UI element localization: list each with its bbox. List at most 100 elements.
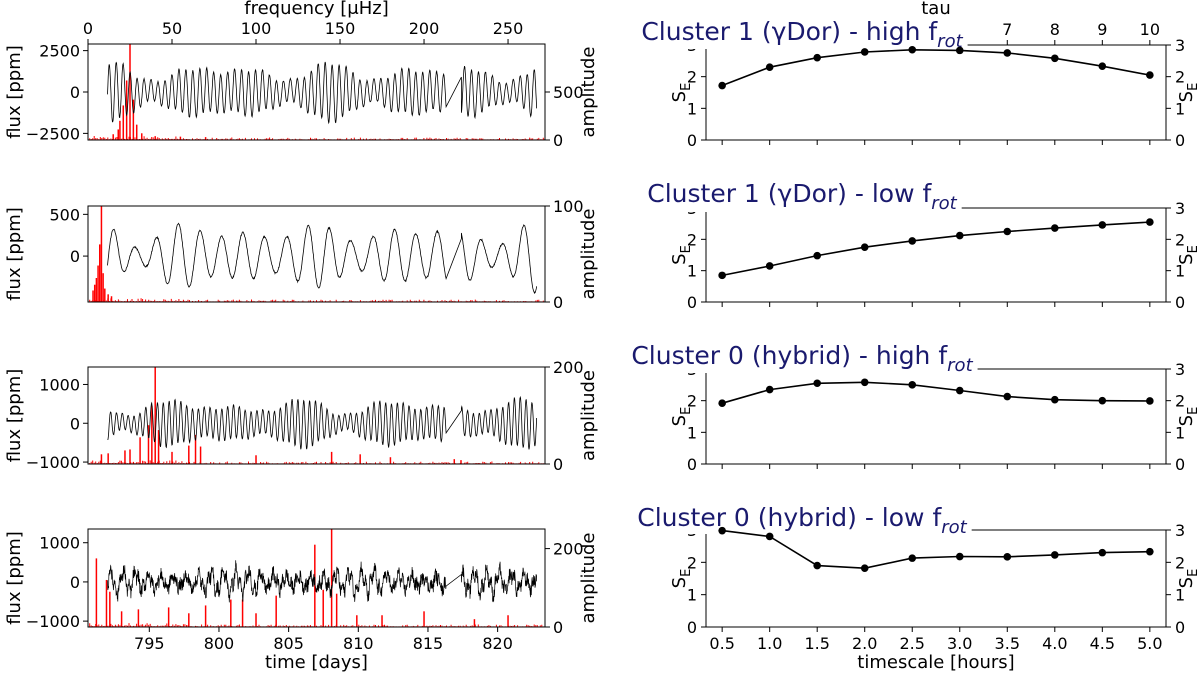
panel-frame — [87, 366, 546, 465]
entropy-tick-label-right: 2 — [1175, 553, 1185, 572]
timescale-tick-label: 2.0 — [852, 634, 877, 653]
entropy-label-sub: E — [1186, 569, 1200, 577]
entropy-point-5 — [955, 231, 964, 240]
time-tick-label: 805 — [273, 634, 304, 653]
entropy-point-9 — [1146, 218, 1154, 226]
flux-tick-label: 0 — [70, 83, 80, 102]
entropy-point-0 — [718, 271, 726, 280]
flux-tick-label: 0 — [70, 247, 80, 266]
entropy-tick-label-left: 2 — [687, 230, 697, 249]
entropy-point-5 — [955, 46, 964, 55]
entropy-tick-label-left: 1 — [687, 423, 697, 442]
panel-title: Cluster 0 (hybrid) - low frot — [633, 503, 972, 538]
entropy-point-8 — [1098, 396, 1107, 405]
entropy-point-9 — [1146, 547, 1154, 556]
entropy-tick-label-right: 3 — [1175, 36, 1185, 55]
timescale-axis-label: timescale [hours] — [857, 652, 1014, 673]
entropy-label-sub: E — [679, 569, 694, 577]
entropy-point-3 — [860, 48, 869, 56]
time-tick-label: 810 — [343, 634, 374, 653]
panel-frame — [705, 44, 1167, 141]
amplitude-tick-label: 100 — [553, 197, 584, 216]
panel-title-main: Cluster 1 (γDor) - high f — [641, 17, 938, 46]
amplitude-tick-label: 0 — [553, 618, 563, 637]
timescale-tick-label: 1.5 — [804, 634, 829, 653]
entropy-label-main: S — [669, 253, 690, 264]
plot-area — [89, 367, 545, 464]
entropy-point-5 — [955, 386, 964, 395]
entropy-point-2 — [813, 561, 821, 570]
entropy-tick-label-right: 1 — [1175, 586, 1185, 605]
entropy-point-0 — [718, 526, 726, 535]
flux-axis-label: flux [ppm] — [4, 531, 25, 625]
entropy-tick-label-right: 0 — [1175, 618, 1185, 637]
amplitude-axis-label: amplitude — [578, 209, 599, 300]
frequency-tick-label: 100 — [241, 19, 272, 38]
entropy-axis-label-right: SE — [1176, 83, 1200, 103]
timescale-tick-label: 2.5 — [900, 634, 925, 653]
entropy-panel-3: 00112233SESECluster 0 (hybrid) - high fr… — [627, 341, 1200, 474]
entropy-label-sub: E — [679, 407, 694, 415]
entropy-label-sub: E — [679, 245, 694, 253]
frequency-axis-label: frequency [μHz] — [244, 0, 388, 19]
entropy-point-1 — [765, 63, 774, 71]
entropy-series-line — [721, 48, 1150, 87]
entropy-axis-label-left: SE — [669, 83, 694, 103]
entropy-point-2 — [813, 53, 821, 62]
periodogram-noise — [89, 136, 545, 140]
entropy-point-9 — [1146, 397, 1154, 405]
flux-tick-label: 0 — [70, 414, 80, 433]
entropy-point-0 — [718, 399, 726, 408]
light-curve-panel-3: 1000 0 −1000 200 0 flux [ppm] amplitude — [4, 358, 599, 474]
entropy-label-main: S — [669, 577, 690, 588]
entropy-point-6 — [1003, 227, 1012, 236]
flux-tick-label: −1000 — [26, 453, 80, 472]
entropy-point-7 — [1051, 395, 1059, 404]
entropy-panel-4: 00112233SESECluster 0 (hybrid) - low fro… — [633, 503, 1200, 673]
plot-area — [89, 206, 545, 302]
entropy-series-line — [722, 221, 1150, 277]
tau-tick-label: 10 — [1140, 20, 1160, 39]
entropy-tick-label-right: 3 — [1175, 521, 1185, 540]
entropy-tick-label-right: 2 — [1175, 392, 1185, 411]
panel-title-text: Cluster 1 (γDor) - low frot — [647, 179, 957, 214]
panel-frame — [705, 368, 1167, 465]
light-curve-line — [107, 560, 537, 603]
entropy-point-2 — [813, 379, 821, 388]
panel-title-sub: rot — [931, 193, 957, 214]
entropy-point-2 — [813, 251, 821, 260]
entropy-label-sub: E — [1186, 83, 1200, 91]
plot-area — [89, 44, 545, 140]
light-curve-line — [107, 395, 537, 450]
panel-frame — [705, 207, 1167, 303]
entropy-point-7 — [1051, 551, 1059, 559]
entropy-label-main: S — [669, 415, 690, 426]
amplitude-tick-label: 0 — [553, 455, 563, 474]
panel-frame — [87, 528, 546, 628]
light-curve-panel-4: 1000 0 −1000 200 0 flux [ppm] amplitude 795 800 8… — [4, 528, 599, 673]
entropy-axis-label-right: SE — [1176, 569, 1200, 589]
timescale-tick-label: 3.0 — [947, 634, 972, 653]
entropy-tick-label-left: 1 — [687, 586, 697, 605]
tau-tick-label: 7 — [1002, 20, 1012, 39]
timescale-tick-label: 4.5 — [1090, 634, 1115, 653]
panel-title-text: Cluster 0 (hybrid) - high frot — [631, 341, 973, 376]
panel-frame — [705, 529, 1167, 628]
light-curve-line — [107, 61, 537, 125]
entropy-point-7 — [1051, 224, 1059, 232]
panel-title-main: Cluster 1 (γDor) - low f — [647, 179, 932, 208]
entropy-tick-label-left: 1 — [687, 99, 697, 118]
entropy-tick-label-left: 2 — [687, 553, 697, 572]
entropy-tick-label-right: 3 — [1175, 199, 1185, 218]
entropy-point-4 — [908, 381, 917, 389]
panel-title-sub: rot — [937, 31, 963, 52]
frequency-tick-label: 150 — [325, 19, 356, 38]
amplitude-axis-label: amplitude — [578, 533, 599, 624]
panel-title-text: Cluster 0 (hybrid) - low frot — [637, 503, 967, 538]
entropy-label-sub: E — [1186, 245, 1200, 253]
entropy-label-main: S — [669, 91, 690, 102]
amplitude-tick-label: 0 — [553, 293, 563, 312]
frequency-tick-label: 50 — [162, 19, 182, 38]
amplitude-axis-label: amplitude — [578, 370, 599, 461]
entropy-tick-label-left: 0 — [687, 131, 697, 150]
